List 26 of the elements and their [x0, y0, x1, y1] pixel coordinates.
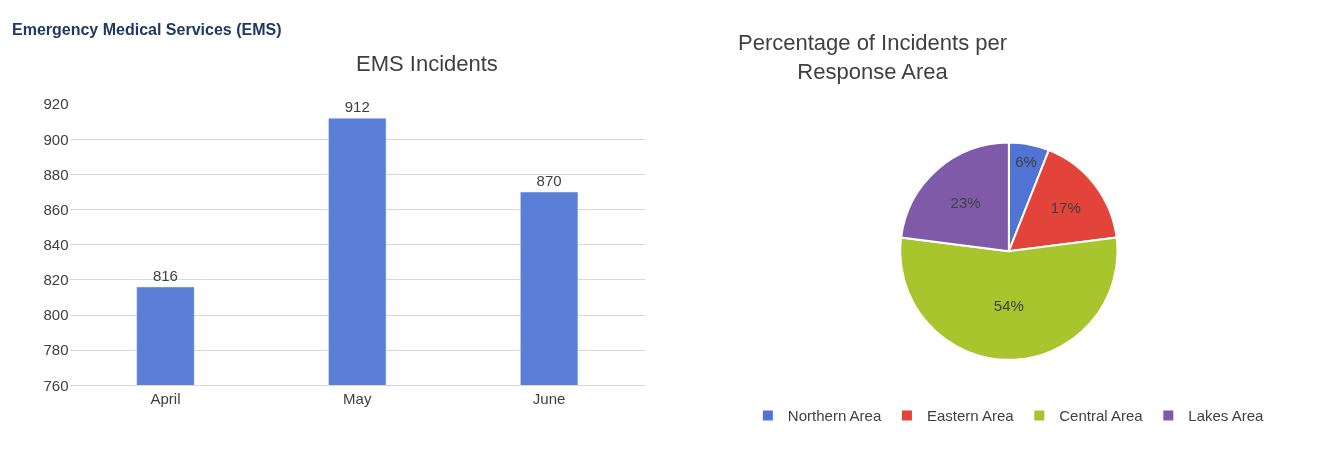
chart-title: EMS Incidents	[356, 51, 498, 76]
data-label: 912	[344, 98, 370, 116]
y-tick-label: 840	[43, 236, 69, 254]
y-tick-label: 780	[43, 341, 69, 359]
y-tick-label: 860	[43, 200, 69, 218]
y-tick-label: 920	[43, 95, 69, 113]
data-label: 23%	[950, 193, 981, 211]
y-tick-label: 880	[43, 165, 69, 183]
chart-title: Percentage of Incidents per Response Area	[738, 30, 1008, 84]
y-tick-label: 800	[43, 306, 69, 324]
data-label: 54%	[993, 296, 1024, 314]
legend-label: Lakes Area	[1188, 407, 1265, 425]
y-tick-label: 900	[43, 130, 69, 148]
y-tick-label: 760	[43, 376, 69, 394]
text: Emergency Medical Services (EMS)	[12, 21, 282, 38]
legend-label: Northern Area	[787, 407, 882, 425]
data-label: 816	[152, 266, 178, 284]
legend-label: Eastern Area	[926, 407, 1015, 425]
x-tick-label: May	[343, 390, 372, 408]
data-label: 17%	[1050, 198, 1081, 216]
data-label: 870	[536, 172, 562, 190]
x-tick-label: April	[150, 390, 181, 408]
legend-label: Central Area	[1059, 407, 1144, 425]
data-label: 6%	[1015, 152, 1037, 170]
x-tick-label: June	[532, 390, 566, 408]
y-tick-label: 820	[43, 271, 69, 289]
